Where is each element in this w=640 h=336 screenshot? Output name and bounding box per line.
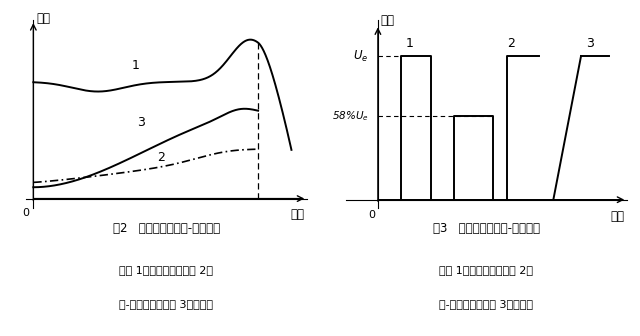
Text: 图3   电动机启动电压-转速曲线: 图3 电动机启动电压-转速曲线 [433, 222, 540, 235]
Text: 1: 1 [406, 37, 413, 50]
Text: 3: 3 [137, 116, 145, 129]
Text: 电压: 电压 [380, 14, 394, 27]
Text: $U_e$: $U_e$ [353, 48, 369, 64]
Text: 1: 1 [132, 59, 140, 72]
Text: 0: 0 [22, 208, 29, 217]
Text: 0: 0 [369, 210, 376, 220]
Text: 3: 3 [586, 37, 593, 50]
Text: 曲线 1：直接启动；曲线 2：: 曲线 1：直接启动；曲线 2： [120, 265, 213, 276]
Text: 星-三角启动；曲线 3：软启动: 星-三角启动；曲线 3：软启动 [120, 299, 213, 309]
Text: 2: 2 [157, 151, 165, 164]
Text: 图2   电动机启动转矩-转速曲线: 图2 电动机启动转矩-转速曲线 [113, 222, 220, 235]
Text: 2: 2 [507, 37, 515, 50]
Text: 星-三角启动；曲线 3：软启动: 星-三角启动；曲线 3：软启动 [440, 299, 533, 309]
Text: 转速: 转速 [291, 208, 305, 220]
Text: 转矩: 转矩 [36, 12, 50, 25]
Text: 曲线 1：直接启动；曲线 2：: 曲线 1：直接启动；曲线 2： [440, 265, 533, 276]
Text: 58%$U_e$: 58%$U_e$ [332, 110, 369, 123]
Text: 转速: 转速 [611, 210, 625, 223]
